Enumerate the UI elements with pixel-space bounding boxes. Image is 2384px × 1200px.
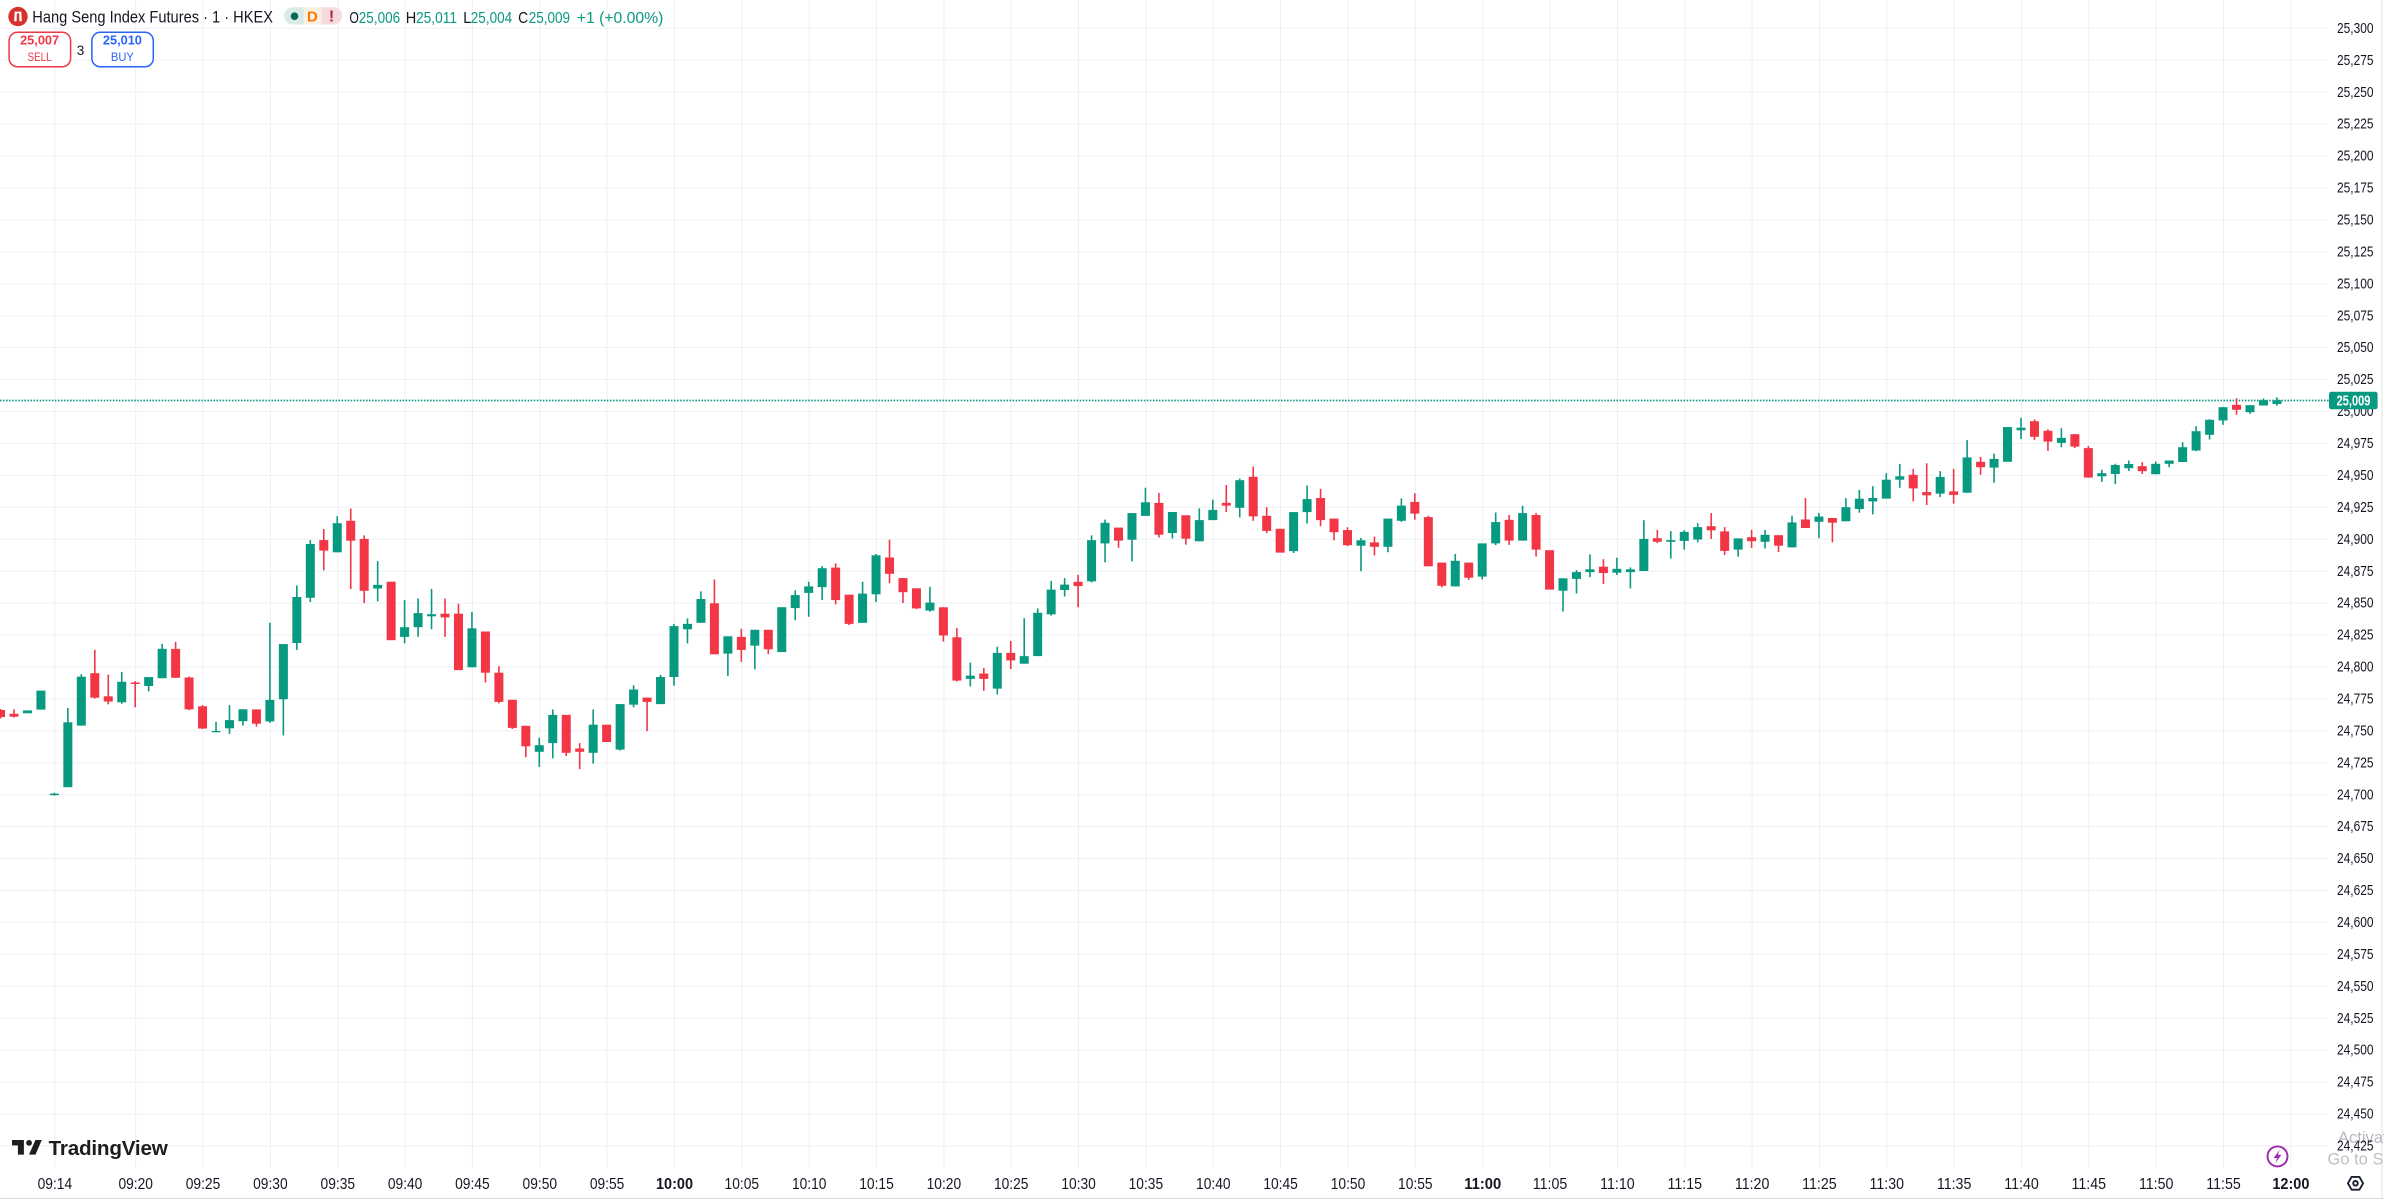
svg-text:Go to S: Go to S <box>2328 1151 2384 1169</box>
svg-text:11:55: 11:55 <box>2206 1176 2241 1193</box>
svg-text:11:10: 11:10 <box>1600 1176 1635 1193</box>
svg-text:25,006: 25,006 <box>359 10 400 27</box>
svg-text:24,775: 24,775 <box>2337 692 2374 708</box>
svg-text:25,050: 25,050 <box>2337 340 2374 356</box>
svg-text:10:40: 10:40 <box>1196 1176 1231 1193</box>
svg-text:25,009: 25,009 <box>2337 394 2371 410</box>
svg-text:3: 3 <box>77 43 85 58</box>
svg-text:24,525: 24,525 <box>2337 1011 2374 1027</box>
svg-text:10:25: 10:25 <box>994 1176 1029 1193</box>
svg-text:25,011: 25,011 <box>416 10 457 27</box>
svg-text:25,010: 25,010 <box>103 34 142 48</box>
svg-text:24,675: 24,675 <box>2337 819 2374 835</box>
svg-text:09:40: 09:40 <box>388 1176 423 1193</box>
svg-text:09:20: 09:20 <box>118 1176 153 1193</box>
svg-text:25,225: 25,225 <box>2337 117 2374 133</box>
svg-text:25,175: 25,175 <box>2337 181 2374 197</box>
svg-text:10:55: 10:55 <box>1398 1176 1433 1193</box>
svg-text:25,275: 25,275 <box>2337 53 2374 69</box>
svg-text:11:40: 11:40 <box>2004 1176 2039 1193</box>
svg-text:24,825: 24,825 <box>2337 628 2374 644</box>
svg-text:11:50: 11:50 <box>2139 1176 2174 1193</box>
svg-text:24,575: 24,575 <box>2337 947 2374 963</box>
svg-text:10:15: 10:15 <box>859 1176 894 1193</box>
svg-text:24,500: 24,500 <box>2337 1043 2374 1059</box>
svg-text:11:30: 11:30 <box>1870 1176 1905 1193</box>
svg-text:25,150: 25,150 <box>2337 213 2374 229</box>
svg-text:Activat: Activat <box>2338 1129 2384 1147</box>
svg-text:24,625: 24,625 <box>2337 883 2374 899</box>
svg-text:25,075: 25,075 <box>2337 308 2374 324</box>
svg-text:24,750: 24,750 <box>2337 723 2374 739</box>
svg-text:25,300: 25,300 <box>2337 21 2374 37</box>
svg-text:!: ! <box>329 9 334 26</box>
svg-text:09:25: 09:25 <box>186 1176 221 1193</box>
svg-text:24,700: 24,700 <box>2337 787 2374 803</box>
svg-text:24,425: 24,425 <box>2337 1139 2374 1155</box>
svg-text:25,009: 25,009 <box>529 10 570 27</box>
svg-text:25,125: 25,125 <box>2337 244 2374 260</box>
svg-text:25,250: 25,250 <box>2337 85 2374 101</box>
svg-text:25,007: 25,007 <box>20 34 59 48</box>
svg-text:24,950: 24,950 <box>2337 468 2374 484</box>
svg-text:09:55: 09:55 <box>590 1176 625 1193</box>
svg-text:25,025: 25,025 <box>2337 372 2374 388</box>
svg-text:10:45: 10:45 <box>1263 1176 1298 1193</box>
svg-text:11:15: 11:15 <box>1668 1176 1703 1193</box>
svg-text:TradingView: TradingView <box>49 1137 168 1160</box>
svg-text:12:00: 12:00 <box>2272 1176 2309 1193</box>
svg-text:L: L <box>463 10 471 27</box>
svg-text:24,800: 24,800 <box>2337 660 2374 676</box>
svg-text:24,850: 24,850 <box>2337 596 2374 612</box>
svg-text:24,550: 24,550 <box>2337 979 2374 995</box>
svg-text:O: O <box>349 10 359 27</box>
svg-text:24,975: 24,975 <box>2337 436 2374 452</box>
svg-text:24,875: 24,875 <box>2337 564 2374 580</box>
svg-text:11:00: 11:00 <box>1464 1176 1501 1193</box>
svg-text:D: D <box>307 8 318 25</box>
svg-text:24,475: 24,475 <box>2337 1075 2374 1091</box>
svg-text:10:20: 10:20 <box>927 1176 962 1193</box>
svg-text:09:14: 09:14 <box>38 1176 73 1193</box>
svg-text:25,100: 25,100 <box>2337 276 2374 292</box>
svg-text:11:25: 11:25 <box>1802 1176 1837 1193</box>
svg-text:24,900: 24,900 <box>2337 532 2374 548</box>
svg-text:09:50: 09:50 <box>523 1176 558 1193</box>
svg-text:H: H <box>406 10 417 27</box>
svg-text:Hang Seng Index Futures · 1 ·: Hang Seng Index Futures · 1 · HKEX <box>32 8 273 27</box>
svg-text:10:00: 10:00 <box>656 1176 693 1193</box>
svg-text:11:35: 11:35 <box>1937 1176 1972 1193</box>
svg-text:24,450: 24,450 <box>2337 1107 2374 1123</box>
svg-text:10:35: 10:35 <box>1129 1176 1164 1193</box>
svg-text:09:30: 09:30 <box>253 1176 288 1193</box>
svg-text:11:45: 11:45 <box>2072 1176 2107 1193</box>
svg-text:24,925: 24,925 <box>2337 500 2374 516</box>
svg-text:10:30: 10:30 <box>1061 1176 1096 1193</box>
svg-text:11:20: 11:20 <box>1735 1176 1770 1193</box>
svg-text:BUY: BUY <box>111 52 134 64</box>
svg-text:10:05: 10:05 <box>725 1176 760 1193</box>
svg-text:25,200: 25,200 <box>2337 149 2374 165</box>
svg-text:25,004: 25,004 <box>471 10 512 27</box>
svg-text:10:50: 10:50 <box>1331 1176 1366 1193</box>
svg-text:C: C <box>518 10 528 27</box>
svg-text:SELL: SELL <box>28 52 53 64</box>
svg-text:24,650: 24,650 <box>2337 851 2374 867</box>
svg-text:09:45: 09:45 <box>455 1176 490 1193</box>
svg-text:11:05: 11:05 <box>1533 1176 1568 1193</box>
svg-text:24,600: 24,600 <box>2337 915 2374 931</box>
svg-text:24,725: 24,725 <box>2337 755 2374 771</box>
svg-text:+1 (+0.00%): +1 (+0.00%) <box>577 10 664 27</box>
svg-text:09:35: 09:35 <box>321 1176 356 1193</box>
svg-text:10:10: 10:10 <box>792 1176 827 1193</box>
